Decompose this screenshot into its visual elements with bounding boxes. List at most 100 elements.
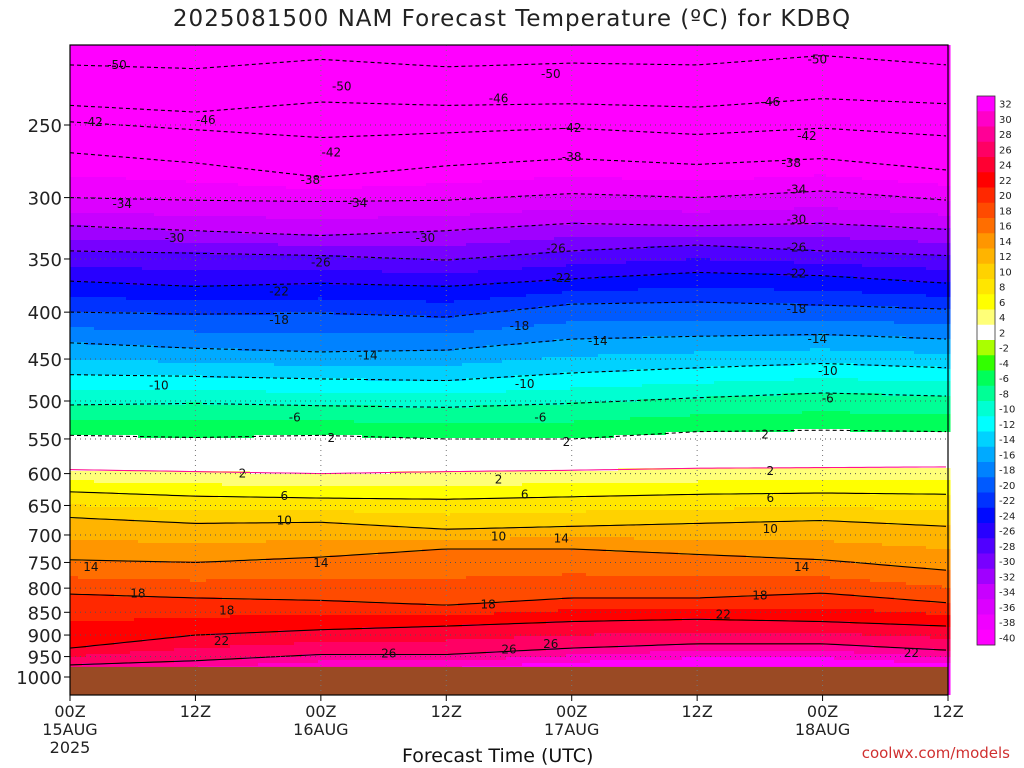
colorbar-label: -6	[999, 374, 1009, 385]
colorbar-label: 6	[999, 298, 1005, 309]
contour-label: -10	[515, 377, 535, 391]
colorbar-swatch	[977, 279, 995, 295]
x-axis-label: Forecast Time (UTC)	[402, 745, 594, 767]
isotherm-line	[70, 362, 947, 382]
contour-label: -50	[808, 52, 828, 66]
colorbar-swatch	[977, 584, 995, 600]
colorbar-swatch	[977, 263, 995, 280]
x-tick-date: 16AUG	[293, 720, 348, 739]
y-tick-label: 850	[28, 603, 62, 624]
credit-text: coolwx.com/models	[861, 744, 1010, 762]
isotherm-line	[69, 244, 947, 261]
contour-label: 26	[381, 647, 396, 661]
colorbar-label: 32	[999, 100, 1012, 111]
x-tick-label: 12Z	[431, 702, 462, 721]
contour-labels: -50-50-50-50-46-46 -46-42-42-42-42-38-38-…	[83, 52, 919, 661]
y-tick-label: 950	[28, 648, 62, 669]
x-tick-label: 00Z	[54, 702, 85, 721]
colorbar-swatch	[977, 294, 995, 310]
colorbar-swatch	[977, 126, 995, 143]
contour-label: 2	[563, 435, 571, 449]
colorbar-label: -40	[999, 633, 1015, 644]
contour-label: -50	[107, 58, 127, 72]
contour-label: 22	[214, 634, 229, 648]
contour-label: -50	[332, 80, 352, 94]
isotherm-line	[69, 121, 947, 139]
chart-title: 2025081500 NAM Forecast Temperature (ºC)…	[172, 6, 852, 32]
contour-label: -18	[269, 313, 289, 327]
contour-label: -34	[348, 196, 368, 210]
colorbar-swatch	[977, 370, 995, 387]
contour-label: -30	[165, 231, 185, 245]
colorbar-label: 30	[999, 115, 1012, 126]
contour-label: 26	[501, 642, 516, 656]
colorbar-swatch	[977, 355, 995, 371]
colorbar-label: -14	[999, 435, 1015, 446]
colorbar-label: 8	[999, 283, 1005, 294]
contour-label: -30	[416, 231, 436, 245]
colorbar-label: -38	[999, 618, 1015, 629]
colorbar-swatch	[977, 416, 995, 432]
y-tick-label: 600	[28, 465, 62, 486]
contour-label: -10	[818, 364, 838, 378]
colorbar-label: -36	[999, 603, 1015, 614]
contour-label: 10	[491, 530, 506, 544]
isotherm-lines	[69, 55, 947, 666]
isotherm-line	[69, 55, 947, 70]
contour-label: 14	[554, 531, 569, 545]
contour-label: -38	[562, 150, 582, 164]
x-tick-year: 2025	[50, 738, 91, 757]
colorbar-label: 22	[999, 176, 1012, 187]
colorbar-swatch	[977, 324, 995, 341]
colorbar-swatch	[977, 614, 995, 631]
colorbar-swatch	[977, 340, 995, 356]
contour-label: 2	[239, 467, 247, 481]
x-tick-date: 17AUG	[544, 720, 599, 739]
contour-label: -6	[534, 410, 546, 424]
colorbar-swatch	[977, 446, 995, 463]
contour-label: -38	[301, 173, 321, 187]
colorbar-swatch	[977, 202, 995, 219]
colorbar-swatch	[977, 309, 995, 326]
colorbar-label: 20	[999, 191, 1012, 202]
x-tick-label: 00Z	[556, 702, 587, 721]
colorbar-label: -24	[999, 511, 1015, 522]
contour-label: 6	[521, 487, 529, 501]
isotherm-line	[69, 466, 946, 475]
colorbar-label: 14	[999, 237, 1012, 248]
colorbar-swatch	[977, 233, 995, 249]
colorbar-swatch	[977, 492, 995, 509]
contour-label: 18	[752, 589, 767, 603]
colorbar-swatch	[977, 553, 995, 570]
contour-label: 6	[766, 491, 774, 505]
x-tick-label: 12Z	[932, 702, 963, 721]
y-tick-label: 450	[28, 350, 62, 371]
contour-label: -46	[761, 95, 781, 109]
contour-label: 14	[794, 560, 809, 574]
isotherm-line	[69, 516, 947, 530]
y-tick-label: 650	[28, 496, 62, 517]
colorbar-label: 12	[999, 252, 1012, 263]
grid-lines	[70, 45, 948, 695]
colorbar-label: -22	[999, 496, 1015, 507]
y-tick-label: 900	[28, 626, 62, 647]
contour-label: -22	[269, 285, 289, 299]
y-axis: 2503003504004505005506006507007508008509…	[16, 116, 70, 689]
contour-label: 18	[130, 587, 145, 601]
isotherm-line	[69, 618, 947, 649]
colorbar-swatch	[977, 401, 995, 417]
colorbar-swatch	[977, 538, 995, 554]
y-tick-label: 750	[28, 553, 62, 574]
x-tick-date: 15AUG	[42, 720, 97, 739]
colorbar-label: 10	[999, 267, 1012, 278]
colorbar-swatch	[977, 218, 995, 234]
contour-label: 22	[716, 608, 731, 622]
y-tick-label: 700	[28, 526, 62, 547]
x-tick-label: 12Z	[681, 702, 712, 721]
contour-label: -22	[787, 266, 807, 280]
y-tick-label: 1000	[16, 668, 62, 689]
colorbar-swatch	[977, 111, 995, 127]
contour-label: -38	[781, 156, 801, 170]
colorbar-swatch	[977, 568, 995, 585]
